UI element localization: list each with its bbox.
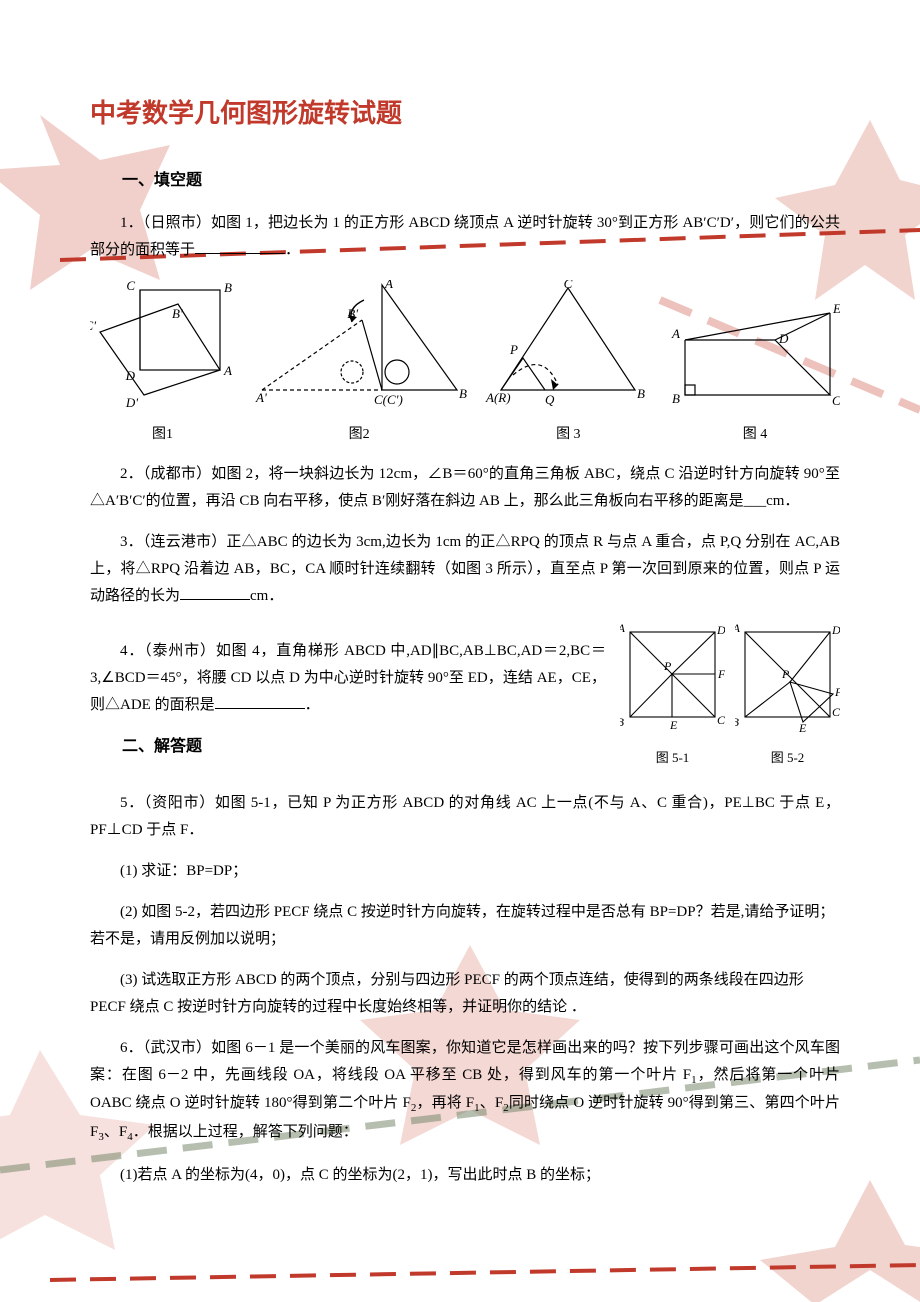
blank-q3 xyxy=(180,583,250,600)
svg-text:P: P xyxy=(781,667,790,681)
svg-text:D: D xyxy=(831,624,840,637)
question-3-unit: cm． xyxy=(250,588,283,604)
question-5-1: (1) 求证：BP=DP； xyxy=(90,858,840,885)
svg-text:C: C xyxy=(832,393,840,408)
svg-text:C: C xyxy=(717,713,725,727)
figure-2-caption: 图2 xyxy=(252,422,467,447)
section-1-heading: 一、填空题 xyxy=(90,167,840,196)
svg-text:B': B' xyxy=(172,306,183,321)
blank-q4 xyxy=(215,692,305,709)
svg-text:A: A xyxy=(671,326,680,341)
svg-text:D: D xyxy=(778,331,789,346)
svg-text:B': B' xyxy=(347,306,358,321)
svg-text:C': C' xyxy=(90,318,96,333)
figure-5-2-caption: 图 5-2 xyxy=(735,746,840,769)
figure-3-caption: 图 3 xyxy=(483,422,653,447)
page-title: 中考数学几何图形旋转试题 xyxy=(90,90,840,137)
svg-text:B: B xyxy=(735,715,740,729)
svg-text:B: B xyxy=(672,391,680,406)
figure-4: A B C D E 图 4 xyxy=(670,295,840,447)
svg-text:A': A' xyxy=(255,390,267,405)
svg-text:C(C'): C(C') xyxy=(374,392,403,407)
svg-text:C: C xyxy=(126,280,135,293)
svg-text:A: A xyxy=(620,624,626,635)
question-3: 3．（连云港市）正△ABC 的边长为 3cm,边长为 1cm 的正△RPQ 的顶… xyxy=(90,529,840,610)
question-2: 2．（成都市）如图 2，将一块斜边长为 12cm，∠B＝60°的直角三角板 AB… xyxy=(90,461,840,515)
svg-text:E: E xyxy=(798,721,807,734)
figure-5-group: A D B C P E F 图 5-1 xyxy=(620,624,840,769)
svg-text:C: C xyxy=(564,280,573,291)
question-5-2: (2) 如图 5-2，若四边形 PECF 绕点 C 按逆时针方向旋转，在旋转过程… xyxy=(90,899,840,953)
svg-text:A: A xyxy=(735,624,741,635)
question-5-3: (3) 试选取正方形 ABCD 的两个顶点，分别与四边形 PECF 的两个顶点连… xyxy=(90,967,840,1021)
figure-3: C A(R) B P Q 图 3 xyxy=(483,280,653,447)
svg-text:A: A xyxy=(384,280,393,291)
svg-text:F: F xyxy=(717,667,725,681)
question-1: 1．（日照市）如图 1，把边长为 1 的正方形 ABCD 绕顶点 A 逆时针旋转… xyxy=(90,210,840,264)
question-4-text: 4．（泰州市）如图 4，直角梯形 ABCD 中,AD∥BC,AB⊥BC,AD＝2… xyxy=(90,643,606,713)
svg-text:C: C xyxy=(832,705,840,719)
question-6: 6．（武汉市）如图 6－1 是一个美丽的风车图案，你知道它是怎样画出来的吗？按下… xyxy=(90,1035,840,1148)
figure-2: A A' B' C(C') B 图2 xyxy=(252,280,467,447)
svg-text:B: B xyxy=(620,715,625,729)
figure-5-1-caption: 图 5-1 xyxy=(620,746,725,769)
question-5: 5．（资阳市）如图 5-1，已知 P 为正方形 ABCD 的对角线 AC 上一点… xyxy=(90,790,840,844)
figure-row: C B A D C' D' B' 图1 xyxy=(90,280,840,447)
svg-text:E: E xyxy=(832,301,840,316)
svg-text:D: D xyxy=(125,368,136,383)
svg-text:B: B xyxy=(459,386,467,401)
svg-text:B: B xyxy=(637,386,645,401)
svg-text:P: P xyxy=(663,659,672,673)
svg-text:D': D' xyxy=(125,395,138,410)
figure-5-2: A D B C P E F 图 5-2 xyxy=(735,624,840,769)
figure-1-caption: 图1 xyxy=(90,422,235,447)
figure-5-1: A D B C P E F 图 5-1 xyxy=(620,624,725,769)
svg-text:A: A xyxy=(223,363,232,378)
svg-text:B: B xyxy=(224,280,232,295)
svg-text:E: E xyxy=(669,718,678,732)
blank-q1 xyxy=(195,237,285,254)
section-2-heading: 二、解答题 xyxy=(90,733,606,762)
figure-1: C B A D C' D' B' 图1 xyxy=(90,280,235,447)
svg-text:F: F xyxy=(834,685,840,699)
svg-text:A(R): A(R) xyxy=(485,390,511,405)
svg-text:D: D xyxy=(716,624,725,637)
svg-text:P: P xyxy=(509,342,518,357)
question-4: 4．（泰州市）如图 4，直角梯形 ABCD 中,AD∥BC,AB⊥BC,AD＝2… xyxy=(90,638,606,719)
question-6-1: (1)若点 A 的坐标为(4，0)，点 C 的坐标为(2，1)，写出此时点 B … xyxy=(90,1162,840,1189)
figure-4-caption: 图 4 xyxy=(670,422,840,447)
svg-text:Q: Q xyxy=(545,392,555,407)
